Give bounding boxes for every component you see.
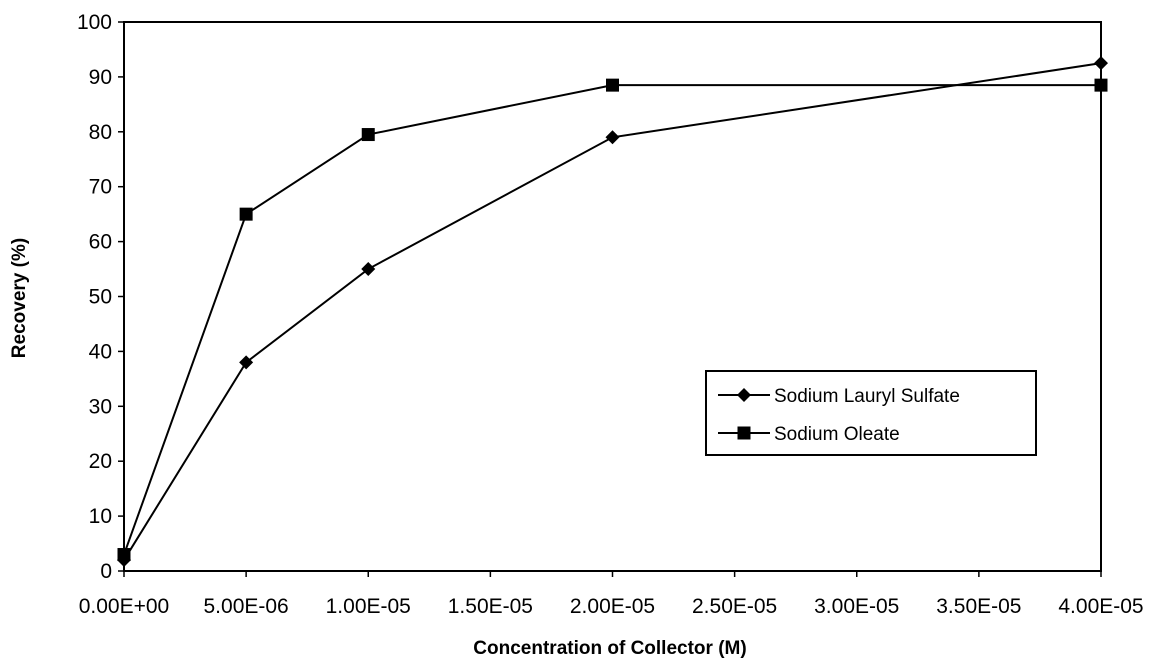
x-tick-label: 4.00E-05 (1058, 595, 1143, 618)
legend-marker (737, 426, 751, 440)
legend: Sodium Lauryl Sulfate Sodium Oleate (705, 370, 1037, 456)
data-point (239, 207, 253, 221)
plot-area (123, 21, 1102, 572)
x-tick-label: 1.00E-05 (326, 595, 411, 618)
y-tick-label: 30 (89, 395, 112, 418)
x-tick-label: 3.50E-05 (936, 595, 1021, 618)
data-point (606, 78, 619, 92)
x-tick-label: 3.00E-05 (814, 595, 899, 618)
y-tick-label: 80 (89, 121, 112, 144)
y-tick-label: 90 (89, 66, 112, 89)
x-axis-title: Concentration of Collector (M) (473, 638, 746, 659)
data-point (605, 130, 620, 145)
legend-entry: Sodium Oleate (718, 424, 900, 445)
y-tick-label: 50 (89, 286, 112, 309)
y-tick-label: 40 (89, 340, 112, 363)
data-point (117, 548, 131, 562)
x-tick-label: 2.50E-05 (692, 595, 777, 618)
x-tick-label: 1.50E-05 (448, 595, 533, 618)
y-tick-label: 10 (89, 505, 112, 528)
x-tick-label: 5.00E-06 (204, 595, 289, 618)
y-tick-label: 0 (100, 560, 112, 583)
y-axis-title: Recovery (%) (9, 238, 30, 358)
legend-label: Sodium Lauryl Sulfate (774, 386, 960, 407)
data-point (239, 355, 254, 370)
legend-box (705, 370, 1037, 456)
series-diamond (117, 56, 1108, 568)
data-point (1094, 78, 1108, 92)
x-axis-ticks: 0.00E+00 5.00E-06 1.00E-05 1.50E-05 2.00E-05… (79, 571, 1144, 618)
x-tick-label: 0.00E+00 (79, 595, 170, 618)
y-axis-ticks: 0 10 20 30 40 50 60 70 80 90 100 (77, 11, 124, 583)
legend-label: Sodium Oleate (774, 424, 900, 445)
plot-border (123, 21, 1102, 572)
y-tick-label: 100 (77, 11, 112, 34)
series-square (117, 78, 1108, 562)
data-point (1094, 56, 1108, 71)
y-tick-label: 60 (89, 231, 112, 254)
y-tick-label: 70 (89, 176, 112, 199)
data-point (361, 262, 376, 277)
y-tick-label: 20 (89, 450, 112, 473)
series-layer (117, 56, 1108, 568)
x-tick-label: 2.00E-05 (570, 595, 655, 618)
series-line (123, 84, 1101, 555)
legend-entry: Sodium Lauryl Sulfate (718, 386, 960, 407)
data-point (361, 128, 375, 142)
legend-marker (737, 388, 751, 402)
